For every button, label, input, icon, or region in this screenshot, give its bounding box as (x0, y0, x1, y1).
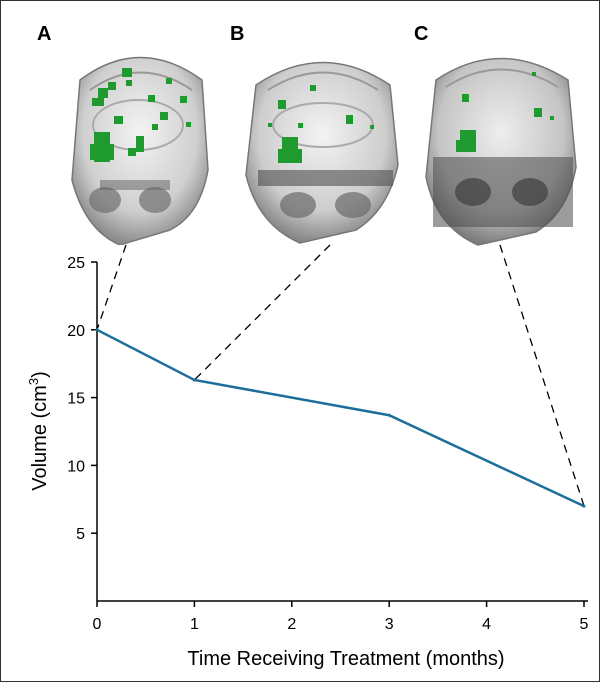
x-axis-label: Time Receiving Treatment (months) (187, 648, 504, 670)
y-tick-label: 15 (67, 391, 85, 408)
skull-image-b (245, 61, 399, 244)
data-point (387, 413, 391, 417)
skull-image-a (71, 56, 209, 245)
lesion-markers-a (90, 68, 191, 162)
connector-lines (96, 244, 585, 507)
y-tick-label: 10 (67, 458, 85, 475)
y-tick-label: 5 (76, 526, 85, 543)
x-tick-label: 5 (580, 616, 589, 633)
y-tick-label: 20 (67, 323, 85, 340)
panel-label-a: A (37, 23, 52, 45)
series-group (95, 328, 586, 508)
connector-line (499, 244, 585, 507)
data-point (582, 504, 586, 508)
data-point (95, 328, 99, 332)
x-tick-label: 0 (93, 616, 102, 633)
x-tick-label: 3 (385, 616, 394, 633)
connector-line (193, 244, 331, 381)
panel-label-b: B (230, 23, 245, 45)
lesion-markers-b (268, 85, 374, 163)
volume-series-line (96, 328, 585, 508)
lesion-markers-c (456, 72, 554, 152)
x-tick-label: 1 (190, 616, 199, 633)
connector-line (96, 244, 127, 331)
skull-image-c (425, 57, 577, 246)
panel-label-c: C (414, 23, 429, 45)
x-tick-label: 2 (287, 616, 296, 633)
x-tick-label: 4 (482, 616, 491, 633)
data-point (192, 378, 196, 382)
y-tick-label: 25 (67, 255, 85, 272)
axes: 5 10 15 20 25 0 1 2 3 4 5 (67, 255, 588, 633)
y-axis-label: Volume (cm3) (26, 371, 51, 491)
